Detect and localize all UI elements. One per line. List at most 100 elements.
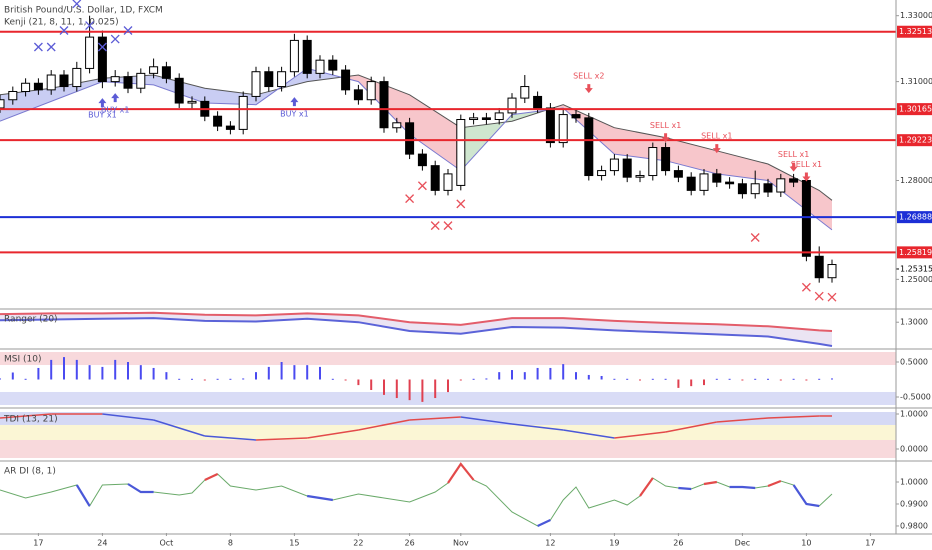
band — [0, 351, 896, 366]
line-segment — [511, 423, 564, 431]
x-tick-label: 10 — [801, 539, 811, 548]
indicator-highlight — [75, 484, 91, 507]
candle-body — [238, 95, 248, 130]
panel-title: MSI (10) — [4, 355, 41, 365]
histogram-bar — [421, 379, 424, 402]
indicator-highlight — [537, 519, 551, 527]
price-level-tag — [897, 211, 932, 224]
line-segment — [665, 421, 717, 433]
candle-body — [597, 170, 607, 177]
x-tick-label: 26 — [405, 539, 415, 548]
candle-body — [353, 89, 363, 101]
fractal-cross — [33, 42, 43, 52]
price-level-tag — [897, 25, 932, 38]
histogram-bar — [344, 379, 347, 381]
x-tick-label: 17 — [33, 539, 43, 548]
candle-body — [712, 173, 722, 183]
histogram-bar — [165, 372, 168, 380]
candle-body — [763, 183, 773, 193]
chart-title: British Pound/U.S. Dollar, 1D, FXCM — [4, 6, 163, 16]
fractal-cross — [110, 34, 120, 44]
histogram-bar — [677, 379, 680, 388]
histogram-bar — [741, 379, 744, 381]
indicator-highlight — [447, 462, 475, 484]
panel-title: AR DI (8, 1) — [4, 467, 56, 477]
histogram-bar — [498, 372, 501, 380]
fractal-cross — [801, 282, 811, 292]
candle-body — [827, 264, 837, 279]
candle-body — [520, 86, 530, 99]
histogram-bar — [293, 365, 296, 380]
candle-body — [161, 66, 171, 79]
signal-label: BUY x1 — [280, 110, 309, 119]
histogram-bar — [434, 379, 437, 399]
y-tick-label: 1.33000 — [900, 11, 932, 20]
kenji-cloud — [537, 104, 832, 230]
y-tick-label: 1.28000 — [900, 176, 932, 185]
candle-body — [648, 147, 658, 177]
histogram-bar — [178, 378, 181, 380]
candle-body — [277, 71, 287, 88]
indicator-highlight — [204, 473, 219, 481]
histogram-bar — [562, 364, 565, 380]
candle-body — [341, 69, 351, 91]
y-tick-label: 0.0000 — [900, 445, 928, 454]
indicator-highlight — [639, 477, 654, 497]
candle-body — [801, 179, 811, 257]
histogram-bar — [728, 378, 731, 380]
signal-label: BUY x1 — [101, 106, 130, 115]
histogram-bar — [715, 378, 718, 380]
candle-body — [289, 39, 299, 73]
x-tick-label: 19 — [609, 539, 619, 548]
candle-body — [392, 122, 402, 129]
candle-body — [405, 122, 415, 155]
kenji-cloud — [460, 111, 538, 171]
indicator-title: Kenji (21, 8, 11, 1, 0.025) — [4, 18, 119, 28]
fractal-cross — [405, 194, 415, 204]
candle-body — [302, 39, 312, 74]
histogram-bar — [613, 378, 616, 380]
histogram-bar — [664, 378, 667, 380]
candle-body — [725, 181, 735, 185]
band — [0, 391, 896, 406]
indicator-highlight — [767, 479, 782, 488]
histogram-bar — [114, 359, 117, 380]
candle-body — [225, 125, 235, 130]
last-price-label: 1.25315 — [900, 264, 932, 273]
candle-body — [174, 77, 184, 104]
signal-arrow — [802, 172, 811, 182]
kenji-cloud — [345, 75, 461, 171]
fractal-cross — [85, 21, 95, 31]
candle-body — [469, 117, 479, 121]
histogram-bar — [127, 362, 129, 380]
candle-body — [533, 95, 543, 109]
histogram-bar — [280, 362, 283, 380]
histogram-bar — [24, 378, 27, 380]
x-tick-label: 26 — [673, 539, 683, 548]
candle-body — [673, 170, 683, 178]
histogram-bar — [575, 372, 577, 380]
range-line — [0, 311, 833, 332]
signal-arrow — [661, 133, 670, 143]
candle-body — [507, 97, 517, 114]
candle-body — [699, 173, 709, 191]
fractal-cross — [123, 26, 133, 35]
candle-body — [85, 36, 95, 69]
price-level-label: 1.30165 — [899, 105, 932, 114]
fractal-cross — [72, 0, 82, 9]
histogram-bar — [139, 365, 142, 380]
price-level-tag — [897, 134, 932, 147]
line-segment — [255, 437, 308, 441]
signal-arrow — [712, 144, 721, 154]
signal-arrow — [98, 98, 107, 108]
fractal-cross — [97, 42, 107, 52]
histogram-bar — [690, 379, 693, 387]
price-level-label: 1.29223 — [899, 136, 932, 145]
price-level-label: 1.26888 — [899, 213, 932, 222]
signal-label: SELL x1 — [701, 132, 732, 141]
line-segment — [307, 429, 359, 439]
histogram-bar — [242, 378, 245, 380]
price-level-tag — [897, 103, 932, 116]
histogram-bar — [651, 378, 654, 380]
histogram-bar — [536, 367, 539, 380]
